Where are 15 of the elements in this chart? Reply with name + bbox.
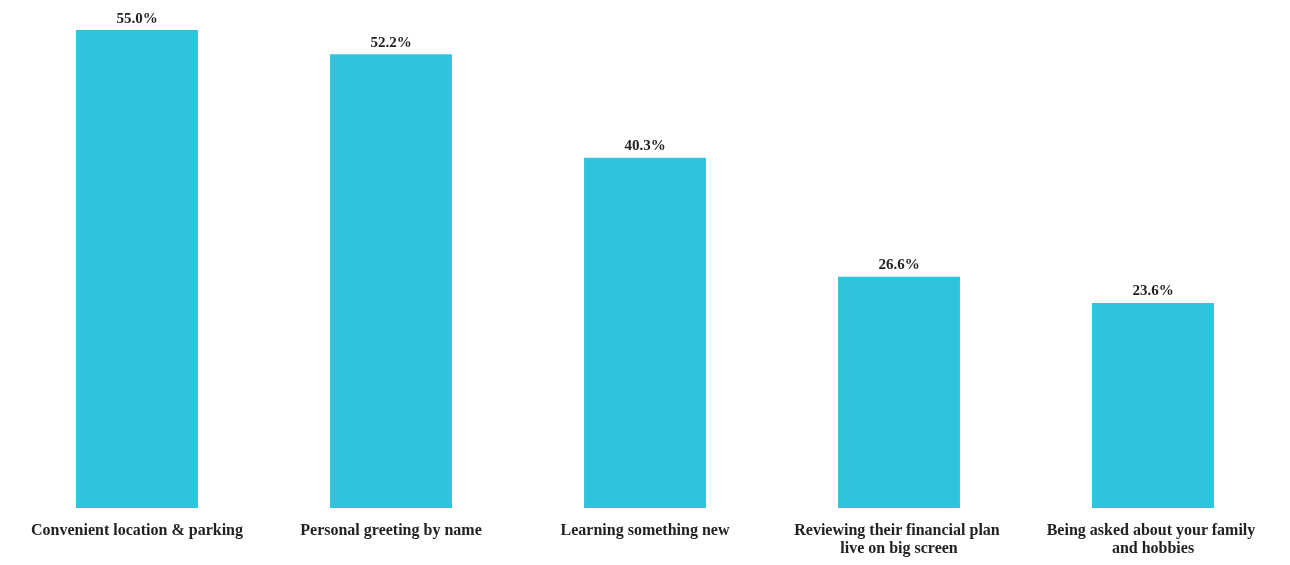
bar: [584, 157, 706, 508]
data-label: 26.6%: [878, 256, 920, 273]
x-tick-label: Personal greeting by name: [300, 520, 482, 539]
bar: [76, 30, 198, 508]
x-tick-label: Learning something new: [560, 520, 730, 539]
x-tick-label: Reviewing their financial plan live on big screen: [794, 520, 1004, 557]
data-label: 40.3%: [624, 137, 666, 154]
data-label: 55.0%: [116, 9, 158, 26]
x-tick-label: Convenient location & parking: [30, 520, 244, 539]
bar: [838, 276, 960, 508]
x-tick-label: Being asked about your family and hobbies: [1046, 520, 1260, 556]
bar: [330, 54, 452, 508]
bar: [1092, 302, 1214, 508]
data-label: 52.2%: [370, 33, 412, 50]
data-label: 23.6%: [1132, 282, 1174, 299]
